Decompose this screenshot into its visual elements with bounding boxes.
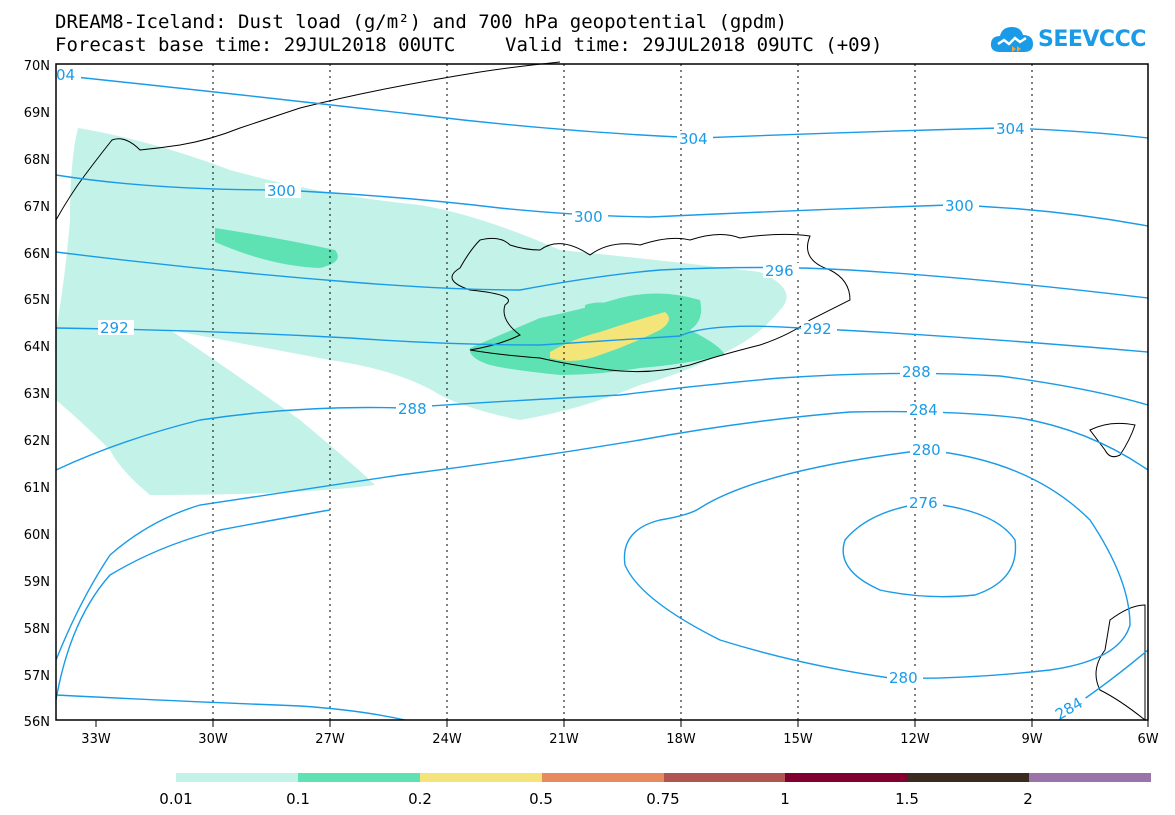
forecast-base-time: Forecast base time: 29JUL2018 00UTC bbox=[55, 34, 456, 56]
map-title: DREAM8-Iceland: Dust load (g/m²) and 700… bbox=[55, 11, 788, 33]
contour-label: 304 bbox=[679, 130, 708, 148]
dust-region-medium bbox=[215, 228, 338, 268]
lat-label: 58N bbox=[24, 622, 50, 637]
contour-label: 04 bbox=[56, 66, 75, 84]
lon-label: 18W bbox=[666, 732, 696, 747]
faroe-coast bbox=[1089, 422, 1136, 458]
lat-label: 67N bbox=[24, 200, 50, 215]
contour-label: 296 bbox=[765, 262, 794, 280]
contour-292 bbox=[55, 325, 1149, 353]
dust-region-medium bbox=[585, 302, 615, 311]
seevccc-logo: SEEVCCC bbox=[990, 22, 1146, 56]
scotland-coast bbox=[1095, 604, 1146, 722]
cloud-icon bbox=[990, 27, 1033, 52]
contour-label: 280 bbox=[912, 441, 941, 459]
lat-label: 63N bbox=[24, 387, 50, 402]
contour-label: 288 bbox=[398, 400, 427, 418]
contour-label: 276 bbox=[909, 494, 938, 512]
contour-288 bbox=[55, 372, 1149, 471]
coastlines bbox=[55, 61, 1146, 722]
lon-label: 21W bbox=[549, 732, 579, 747]
lon-label: 12W bbox=[900, 732, 930, 747]
legend-label: 0.1 bbox=[286, 790, 310, 808]
lon-label: 6W bbox=[1137, 732, 1158, 747]
contour-304 bbox=[55, 74, 1149, 139]
lat-label: 56N bbox=[24, 715, 50, 730]
forecast-times: Forecast base time: 29JUL2018 00UTC Valid… bbox=[55, 34, 883, 56]
color-legend bbox=[176, 773, 1151, 782]
contour-276 bbox=[842, 502, 1017, 598]
contour-labels: 04 304 304 300 300 300 296 292 292 288 2… bbox=[55, 66, 1090, 724]
legend-swatch bbox=[419, 773, 542, 782]
legend-label: 1 bbox=[780, 790, 790, 808]
contour-grid-south bbox=[55, 509, 331, 701]
dust-shading bbox=[56, 128, 787, 495]
contour-label: 288 bbox=[902, 363, 931, 381]
legend-label: 0.75 bbox=[646, 790, 680, 808]
lat-label: 62N bbox=[24, 434, 50, 449]
dust-region-low bbox=[56, 128, 787, 495]
legend-swatch bbox=[541, 773, 664, 782]
legend-label: 0.2 bbox=[408, 790, 432, 808]
contour-label: 280 bbox=[889, 669, 918, 687]
contour-label: 284 bbox=[909, 401, 938, 419]
logo-text: SEEVCCC bbox=[1038, 26, 1146, 52]
lon-label: 33W bbox=[81, 732, 111, 747]
lat-label: 60N bbox=[24, 528, 50, 543]
lat-label: 65N bbox=[24, 293, 50, 308]
legend-labels: 0.01 0.1 0.2 0.5 0.75 1 1.5 2 bbox=[0, 790, 1175, 810]
legend-label: 2 bbox=[1023, 790, 1033, 808]
tick-marks bbox=[95, 720, 1149, 727]
lon-label: 27W bbox=[315, 732, 345, 747]
contour-284-north bbox=[55, 410, 1149, 661]
lon-label: 24W bbox=[432, 732, 462, 747]
valid-time: Valid time: 29JUL2018 09UTC (+09) bbox=[505, 34, 883, 56]
legend-label: 0.01 bbox=[159, 790, 193, 808]
greenland-coast bbox=[55, 61, 561, 221]
lat-label: 69N bbox=[24, 106, 50, 121]
legend-swatch bbox=[785, 773, 908, 782]
lon-label: 30W bbox=[198, 732, 228, 747]
longitude-labels: 33W 30W 27W 24W 21W 18W 15W 12W 9W 6W bbox=[81, 732, 1158, 747]
lat-label: 57N bbox=[24, 669, 50, 684]
lat-label: 68N bbox=[24, 153, 50, 168]
iceland-coast bbox=[451, 233, 851, 373]
graticule bbox=[212, 64, 1033, 720]
lat-label: 66N bbox=[24, 247, 50, 262]
legend-label: 0.5 bbox=[529, 790, 553, 808]
legend-swatch bbox=[663, 773, 786, 782]
contour-label: 300 bbox=[267, 182, 296, 200]
legend-label: 1.5 bbox=[895, 790, 919, 808]
lat-label: 61N bbox=[24, 481, 50, 496]
contour-296 bbox=[55, 251, 1149, 299]
contour-fragment bbox=[55, 694, 406, 721]
lat-label: 59N bbox=[24, 575, 50, 590]
contour-280 bbox=[623, 449, 1131, 680]
dust-region-high bbox=[550, 312, 669, 361]
legend-swatch bbox=[176, 773, 298, 782]
lat-label: 70N bbox=[24, 59, 50, 74]
contour-label: 292 bbox=[803, 320, 832, 338]
legend-swatch bbox=[1029, 773, 1151, 782]
contour-label: 300 bbox=[945, 197, 974, 215]
legend-swatch bbox=[907, 773, 1030, 782]
contour-label: 300 bbox=[574, 208, 603, 226]
lon-label: 15W bbox=[783, 732, 813, 747]
map-frame bbox=[55, 63, 1149, 721]
latitude-labels: 70N 69N 68N 67N 66N 65N 64N 63N 62N 61N … bbox=[24, 59, 50, 730]
lat-label: 64N bbox=[24, 340, 50, 355]
contour-label: 304 bbox=[996, 120, 1025, 138]
lon-label: 9W bbox=[1021, 732, 1042, 747]
contour-label: 292 bbox=[100, 319, 129, 337]
legend-swatch bbox=[297, 773, 420, 782]
